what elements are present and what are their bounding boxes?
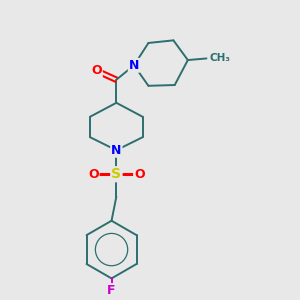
Text: CH₃: CH₃ [210,53,231,64]
Text: O: O [134,168,145,181]
Text: N: N [129,59,139,72]
Text: O: O [91,64,102,77]
Text: O: O [88,168,99,181]
Text: N: N [111,144,122,157]
Text: S: S [111,167,121,181]
Text: F: F [107,284,116,297]
